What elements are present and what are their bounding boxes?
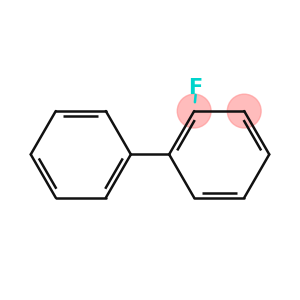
- Circle shape: [177, 94, 211, 128]
- Text: F: F: [188, 77, 203, 98]
- Circle shape: [227, 94, 261, 128]
